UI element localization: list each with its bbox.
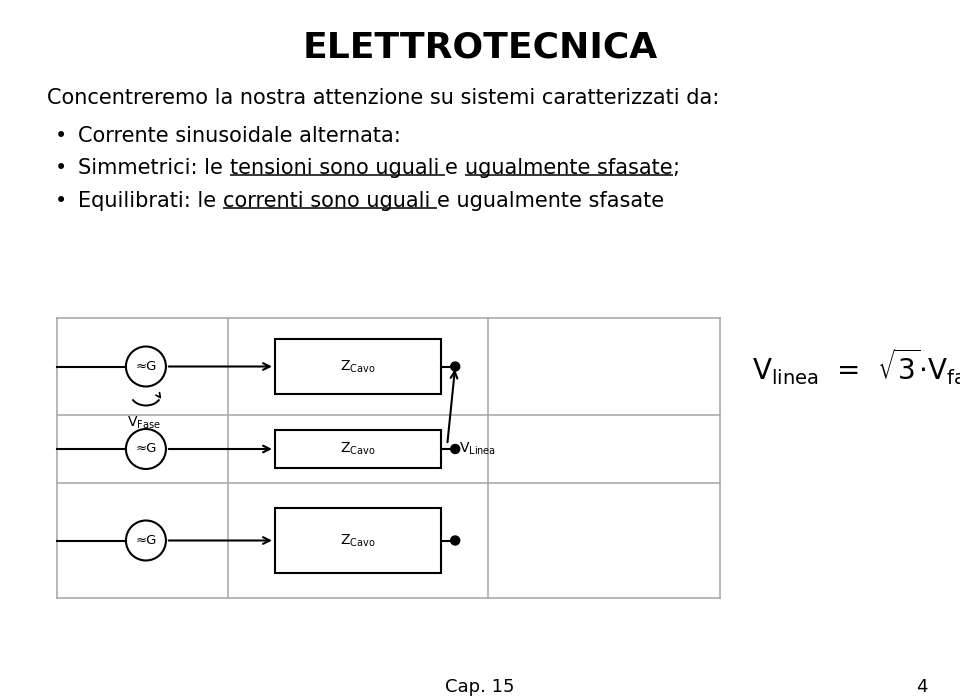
Circle shape (450, 536, 460, 545)
Text: e ugualmente sfasate: e ugualmente sfasate (437, 191, 664, 211)
Text: ≈G: ≈G (135, 442, 156, 456)
Text: V$_{\rm Linea}$: V$_{\rm Linea}$ (459, 441, 496, 457)
Bar (275, 339, 442, 394)
Text: Corrente sinusoidale alternata:: Corrente sinusoidale alternata: (78, 126, 400, 146)
Text: correnti sono uguali: correnti sono uguali (223, 191, 437, 211)
Text: Z$_{\rm Cavo}$: Z$_{\rm Cavo}$ (340, 533, 375, 549)
Bar (275, 508, 442, 572)
Text: ugualmente sfasate: ugualmente sfasate (465, 158, 673, 178)
Text: ;: ; (673, 158, 680, 178)
Bar (275, 430, 442, 468)
Text: ELETTROTECNICA: ELETTROTECNICA (302, 30, 658, 64)
Text: tensioni sono uguali: tensioni sono uguali (229, 158, 445, 178)
Text: Equilibrati: le: Equilibrati: le (78, 191, 223, 211)
Circle shape (450, 445, 460, 454)
Text: Cap. 15: Cap. 15 (445, 678, 515, 696)
Text: V$_{\rm linea}$  =  $\sqrt{3}$$\cdot$V$_{\rm fase}$: V$_{\rm linea}$ = $\sqrt{3}$$\cdot$V$_{\… (752, 346, 960, 387)
Text: e: e (445, 158, 465, 178)
Text: Z$_{\rm Cavo}$: Z$_{\rm Cavo}$ (340, 441, 375, 457)
Text: ≈G: ≈G (135, 360, 156, 373)
Circle shape (450, 362, 460, 371)
Text: 4: 4 (917, 678, 928, 696)
Text: •: • (55, 158, 67, 178)
Text: ≈G: ≈G (135, 534, 156, 547)
Text: Z$_{\rm Cavo}$: Z$_{\rm Cavo}$ (340, 359, 375, 375)
Text: V$_{\rm Fase}$: V$_{\rm Fase}$ (127, 415, 160, 431)
Text: •: • (55, 191, 67, 211)
Text: •: • (55, 126, 67, 146)
Text: Concentreremo la nostra attenzione su sistemi caratterizzati da:: Concentreremo la nostra attenzione su si… (47, 88, 719, 108)
Text: Simmetrici: le: Simmetrici: le (78, 158, 229, 178)
